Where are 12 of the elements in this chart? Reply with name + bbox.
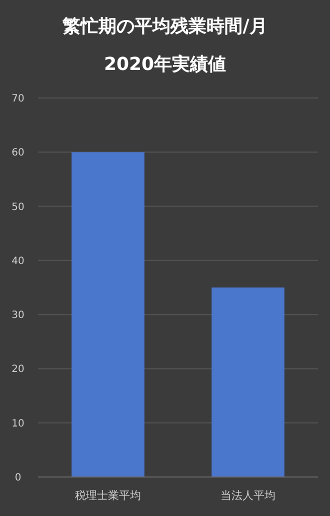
chart-title: 繁忙期の平均残業時間/月 — [62, 16, 268, 37]
chart-subtitle: 2020年実績値 — [104, 54, 226, 75]
y-tick-label: 60 — [12, 148, 24, 159]
y-tick-label: 20 — [12, 364, 24, 376]
y-tick-label: 70 — [12, 94, 24, 104]
x-tick-label: 当法人平均 — [220, 489, 276, 502]
x-tick-label: 税理士業平均 — [75, 489, 141, 502]
y-tick-label: 40 — [12, 256, 24, 267]
y-tick-label: 50 — [12, 202, 24, 213]
y-tick-label: 30 — [12, 310, 24, 322]
y-tick-label: 10 — [12, 418, 24, 430]
y-tick-label: 0 — [14, 472, 22, 484]
